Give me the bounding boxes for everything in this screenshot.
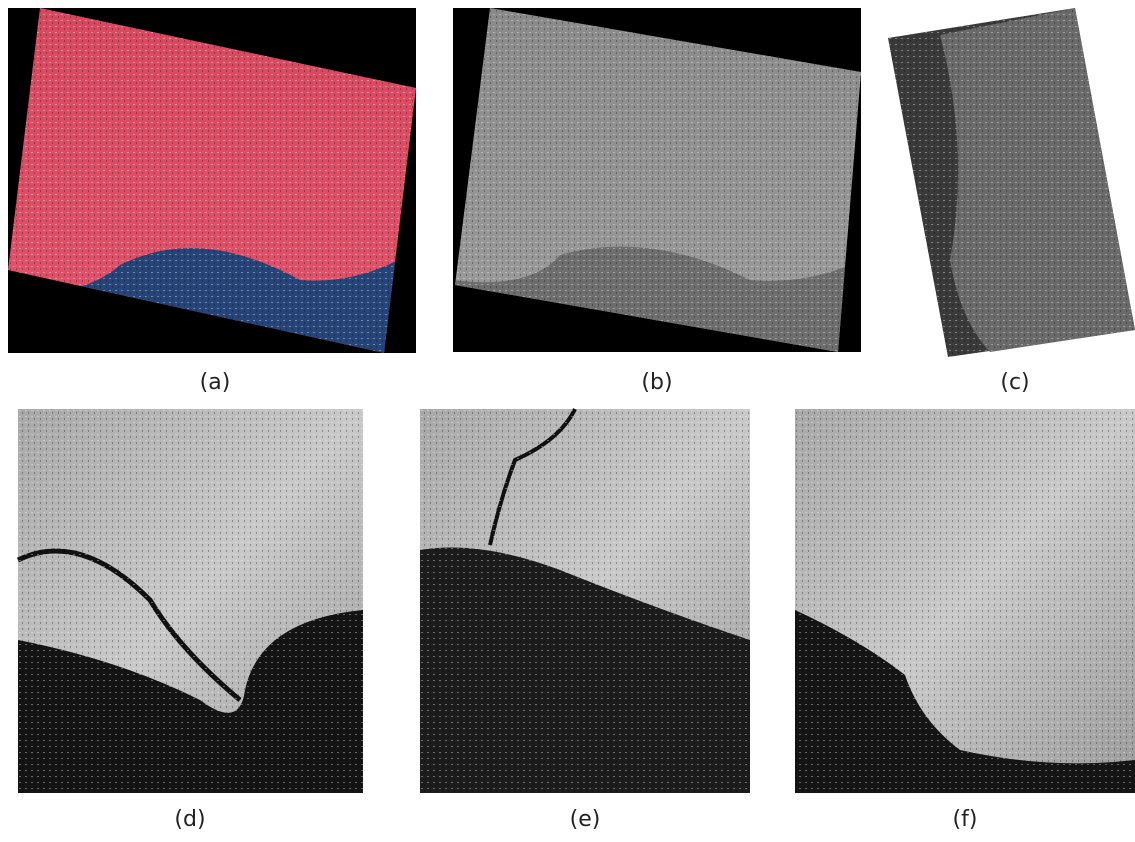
panel-label: (f) <box>953 807 978 832</box>
panel-e-image <box>420 409 750 793</box>
panel-label: (a) <box>200 370 231 395</box>
panel-label: (e) <box>570 807 601 832</box>
panel-label: (b) <box>641 370 672 395</box>
panel-f-image <box>795 409 1135 793</box>
panel-d-image <box>18 409 363 793</box>
panel-a-image <box>8 8 416 353</box>
panel-label: (d) <box>174 807 205 832</box>
figure: (a) (b) (c) (d) (e) (f) <box>0 0 1135 838</box>
panel-b-image <box>453 8 861 352</box>
panel-label: (c) <box>1000 370 1029 395</box>
panel-c-image <box>888 8 1135 357</box>
